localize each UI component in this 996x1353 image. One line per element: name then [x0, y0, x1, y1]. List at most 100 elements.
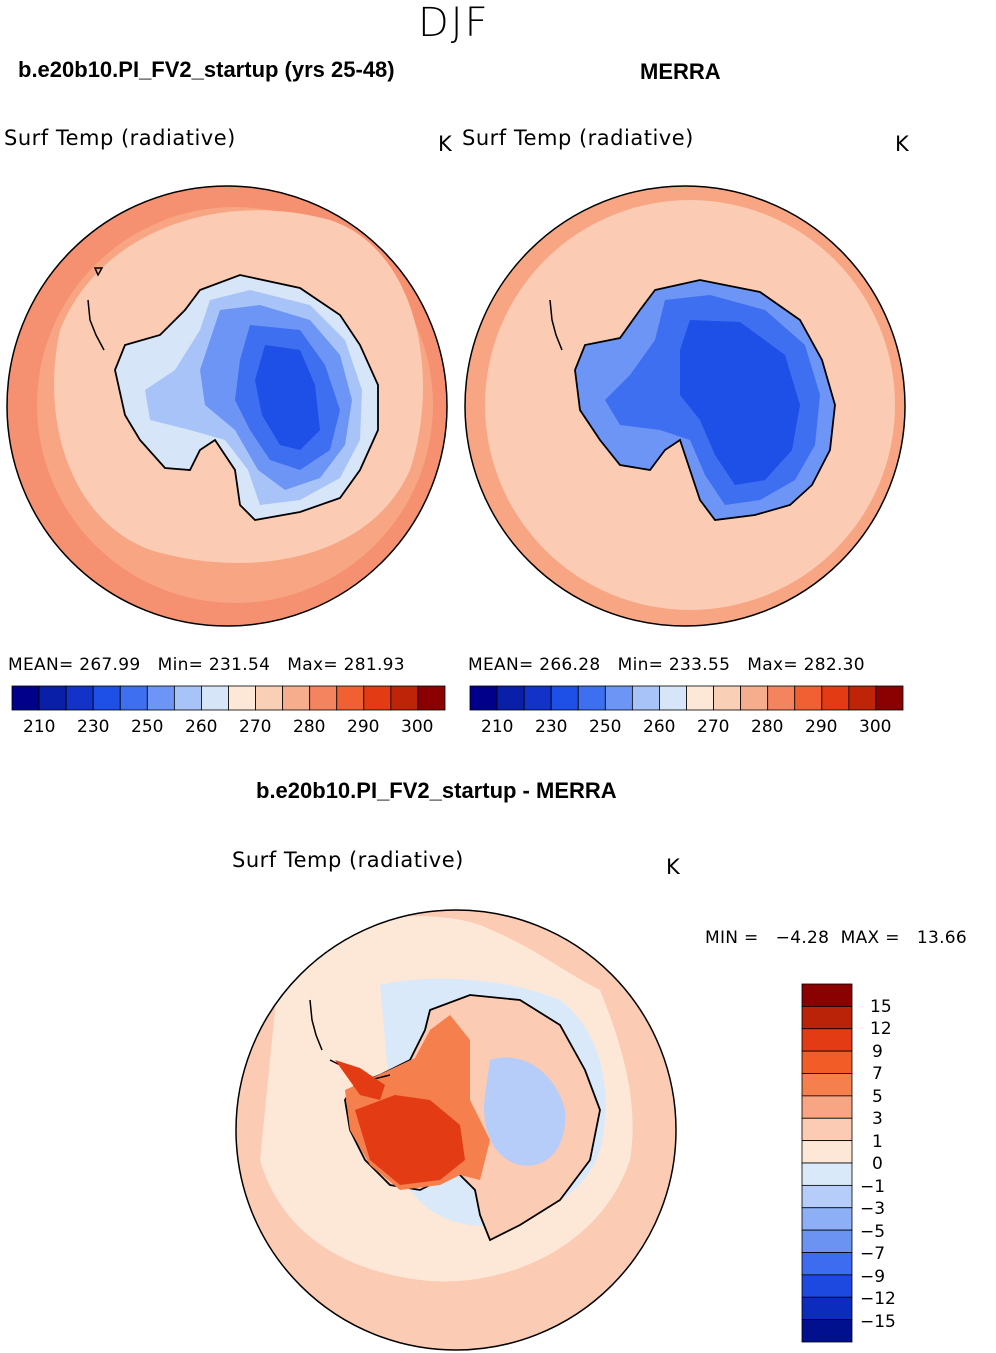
ice-core — [680, 320, 800, 485]
cb2-label: 260 — [643, 717, 676, 737]
diff-stats: MIN = −4.28 MAX = 13.66 — [705, 928, 968, 948]
diff-polar-map — [235, 909, 677, 1351]
model-map-border — [6, 185, 448, 627]
cb3-label: −3 — [860, 1199, 886, 1219]
cb3-label: 12 — [870, 1019, 892, 1039]
cb3-label: −1 — [860, 1177, 886, 1197]
colorbar-swatch — [801, 1073, 853, 1097]
cb3-label: 7 — [872, 1064, 883, 1084]
colorbar-swatch — [767, 685, 796, 711]
colorbar-swatch — [686, 685, 714, 711]
colorbar-swatch — [801, 1005, 853, 1030]
colorbar-swatch — [496, 685, 525, 711]
ice-core — [255, 345, 320, 450]
obs-stats: MEAN= 266.28 Min= 233.55 Max= 282.30 — [468, 655, 865, 675]
obs-panel-title: MERRA — [640, 59, 721, 84]
colorbar-swatch — [11, 685, 40, 711]
colorbar-swatch — [801, 1207, 853, 1231]
model-colorbar — [11, 685, 446, 711]
cb3-label: 1 — [872, 1132, 883, 1152]
obs-variable-label: Surf Temp (radiative) — [462, 126, 694, 150]
colorbar-swatch — [713, 685, 742, 711]
cb2-label: 230 — [535, 717, 568, 737]
colorbar-swatch — [146, 685, 175, 711]
cb3-label: 3 — [872, 1109, 883, 1129]
diff-panel-title: b.e20b10.PI_FV2_startup - MERRA — [256, 778, 617, 803]
colorbar-swatch — [65, 685, 94, 711]
cb2-label: 290 — [805, 717, 838, 737]
colorbar-swatch — [92, 685, 121, 711]
colorbar-swatch — [201, 685, 229, 711]
colorbar-swatch — [523, 685, 552, 711]
colorbar-swatch — [801, 1028, 853, 1052]
colorbar-swatch — [577, 685, 606, 711]
cb1-label: 300 — [401, 717, 434, 737]
cb1-label: 260 — [185, 717, 218, 737]
colorbar-swatch — [282, 685, 311, 711]
colorbar-swatch — [801, 1117, 853, 1142]
colorbar-swatch — [119, 685, 148, 711]
colorbar-swatch — [469, 685, 498, 711]
cb3-label: −9 — [860, 1267, 886, 1287]
obs-colorbar — [469, 685, 904, 711]
cb3-label: −15 — [860, 1312, 896, 1332]
cb2-label: 300 — [859, 717, 892, 737]
cb2-label: 270 — [697, 717, 730, 737]
colorbar-swatch — [228, 685, 256, 711]
model-stats: MEAN= 267.99 Min= 231.54 Max= 281.93 — [8, 655, 405, 675]
colorbar-swatch — [659, 685, 687, 711]
cb3-label: 0 — [872, 1154, 883, 1174]
cb1-label: 250 — [131, 717, 164, 737]
colorbar-swatch — [417, 685, 446, 711]
colorbar-swatch — [801, 1252, 853, 1276]
colorbar-swatch — [801, 983, 853, 1007]
colorbar-swatch — [801, 1184, 853, 1209]
south-america-tip — [87, 299, 105, 351]
colorbar-swatch — [821, 685, 850, 711]
cb1-label: 290 — [347, 717, 380, 737]
cb1-label: 230 — [77, 717, 110, 737]
diff-cold-core — [484, 1057, 566, 1166]
diff-map-border — [235, 909, 677, 1351]
south-america-tip — [549, 299, 563, 351]
model-panel-title: b.e20b10.PI_FV2_startup (yrs 25-48) — [18, 57, 395, 82]
colorbar-swatch — [631, 685, 660, 711]
colorbar-swatch — [848, 685, 877, 711]
colorbar-swatch — [336, 685, 365, 711]
colorbar-swatch — [38, 685, 67, 711]
model-polar-map — [6, 185, 448, 627]
colorbar-swatch — [801, 1162, 853, 1186]
cb3-label: −12 — [860, 1289, 896, 1309]
cb1-label: 280 — [293, 717, 326, 737]
cb3-label: 5 — [872, 1087, 883, 1107]
colorbar-swatch — [801, 1296, 853, 1321]
colorbar-swatch — [801, 1319, 853, 1343]
colorbar-swatch — [390, 685, 419, 711]
colorbar-swatch — [550, 685, 579, 711]
colorbar-swatch — [173, 685, 202, 711]
model-variable-label: Surf Temp (radiative) — [4, 126, 236, 150]
cb3-label: −5 — [860, 1222, 886, 1242]
colorbar-swatch — [801, 1274, 853, 1298]
colorbar-swatch — [740, 685, 769, 711]
cb1-label: 210 — [23, 717, 56, 737]
colorbar-swatch — [801, 1095, 853, 1119]
diff-hot-core — [355, 1095, 465, 1185]
diff-colorbar — [801, 983, 853, 1343]
colorbar-swatch — [255, 685, 284, 711]
colorbar-swatch — [801, 1140, 853, 1164]
obs-map-border — [464, 185, 906, 627]
colorbar-swatch — [801, 1050, 853, 1074]
colorbar-swatch — [875, 685, 904, 711]
cb2-label: 210 — [481, 717, 514, 737]
cb1-label: 270 — [239, 717, 272, 737]
cb3-label: 15 — [870, 997, 892, 1017]
diff-variable-label: Surf Temp (radiative) — [232, 848, 464, 872]
diff-units-label: K — [666, 855, 681, 879]
colorbar-swatch — [801, 1229, 853, 1253]
colorbar-swatch — [794, 685, 823, 711]
model-units-label: K — [438, 132, 453, 156]
south-america-tip — [309, 999, 323, 1051]
cb3-label: −7 — [860, 1244, 886, 1264]
